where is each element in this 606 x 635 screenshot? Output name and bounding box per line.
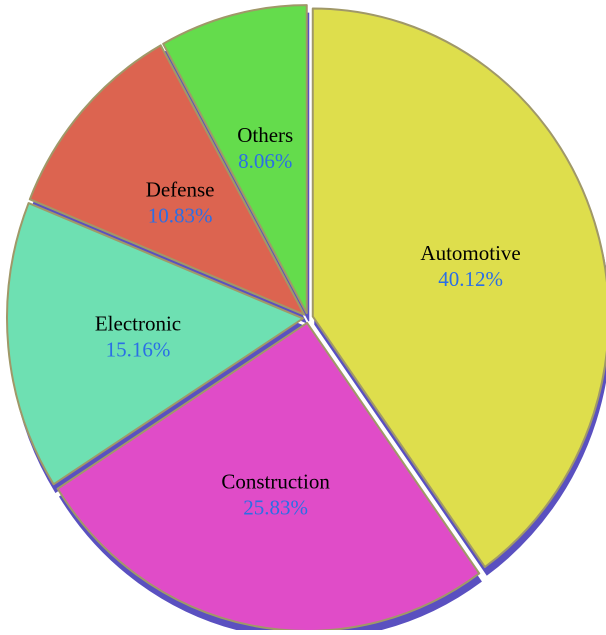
pie-label-construction: Construction bbox=[221, 469, 330, 493]
pie-label-automotive: Automotive bbox=[420, 241, 520, 265]
pie-face-layer bbox=[6, 4, 606, 632]
pie-label-electronic: Electronic bbox=[95, 311, 181, 335]
pie-value-electronic: 15.16% bbox=[106, 337, 171, 361]
pie-value-defense: 10.83% bbox=[148, 203, 213, 227]
pie-slice-automotive bbox=[311, 7, 606, 569]
pie-slice-defense bbox=[28, 44, 306, 316]
pie-value-others: 8.06% bbox=[238, 149, 292, 173]
pie-value-construction: 25.83% bbox=[243, 495, 308, 519]
pie-value-automotive: 40.12% bbox=[438, 267, 503, 291]
pie-slice-construction bbox=[56, 321, 481, 632]
pie-label-defense: Defense bbox=[146, 177, 215, 201]
pie-slice-others bbox=[162, 4, 308, 315]
pie-label-others: Others bbox=[237, 123, 293, 147]
pie-slice-electronic bbox=[6, 202, 305, 486]
